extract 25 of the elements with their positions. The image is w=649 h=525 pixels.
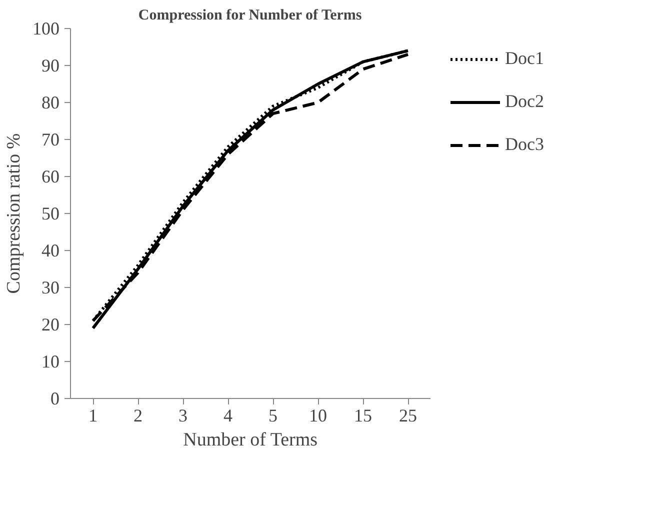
legend-label: Doc1 [505, 48, 544, 69]
y-tick-label: 90 [42, 56, 60, 76]
y-tick-label: 80 [42, 92, 60, 112]
y-tick-label: 50 [42, 204, 60, 224]
x-tick-label: 25 [399, 406, 417, 426]
chart-title: Compression for Number of Terms [138, 8, 362, 24]
y-tick-label: 60 [42, 166, 60, 186]
x-tick-label: 5 [268, 406, 278, 426]
x-tick-label: 1 [88, 406, 98, 426]
legend-label: Doc3 [505, 134, 544, 155]
x-tick-label: 10 [309, 406, 327, 426]
y-tick-label: 100 [32, 18, 60, 38]
x-tick-label: 2 [134, 406, 142, 426]
y-tick-label: 0 [50, 388, 60, 408]
y-tick-label: 40 [42, 240, 60, 260]
y-axis-title: Compression ratio % [4, 133, 24, 294]
y-tick-label: 70 [42, 130, 60, 150]
x-tick-label: 3 [178, 406, 188, 426]
x-tick-label: 15 [354, 406, 372, 426]
x-tick-label: 4 [224, 406, 232, 426]
legend-label: Doc2 [505, 91, 544, 112]
x-axis-title: Number of Terms [183, 430, 318, 450]
y-tick-label: 30 [42, 278, 60, 298]
y-tick-label: 20 [42, 314, 60, 334]
y-tick-label: 10 [42, 352, 60, 372]
